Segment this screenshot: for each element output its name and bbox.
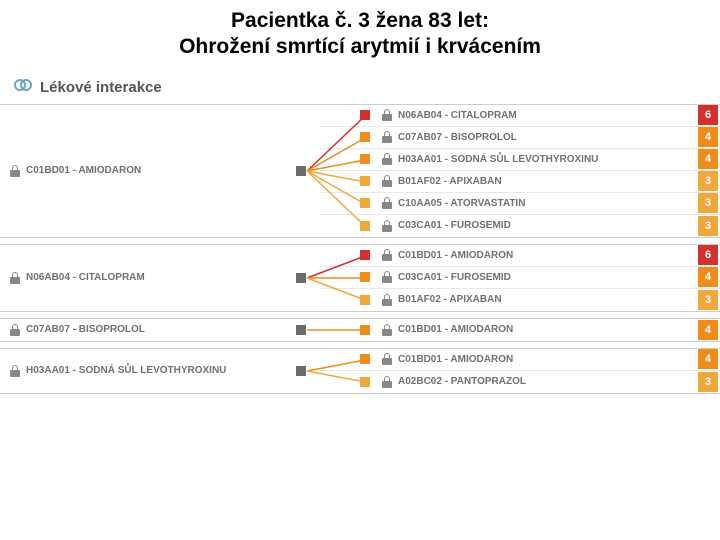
interaction-group: H03AA01 - SODNÁ SŮL LEVOTHYROXINU C01BD01… xyxy=(0,348,720,394)
lock-icon xyxy=(382,153,392,165)
connector-handle xyxy=(296,366,306,376)
target-drug-row[interactable]: C03CA01 - FUROSEMID4 xyxy=(320,267,720,289)
connector-handle xyxy=(296,166,306,176)
section-header: Lékové interakce xyxy=(0,73,720,104)
source-drug-label: H03AA01 - SODNÁ SŮL LEVOTHYROXINU xyxy=(26,365,226,376)
lock-icon xyxy=(382,353,392,365)
lock-icon xyxy=(382,249,392,261)
target-drug-row[interactable]: C01BD01 - AMIODARON6 xyxy=(320,245,720,267)
target-drug-label: C01BD01 - AMIODARON xyxy=(398,250,698,261)
severity-badge: 6 xyxy=(698,245,718,265)
title-line-1: Pacientka č. 3 žena 83 let: xyxy=(231,9,489,32)
connector-handle xyxy=(360,132,370,142)
connector-handle xyxy=(360,198,370,208)
lock-icon xyxy=(382,175,392,187)
target-drug-label: C10AA05 - ATORVASTATIN xyxy=(398,198,698,209)
connector-handle xyxy=(360,250,370,260)
interaction-group: N06AB04 - CITALOPRAM C01BD01 - AMIODARON6… xyxy=(0,244,720,312)
severity-badge: 4 xyxy=(698,127,718,147)
source-drug-cell[interactable]: N06AB04 - CITALOPRAM xyxy=(0,245,320,311)
page-title: Pacientka č. 3 žena 83 let: Ohrožení smr… xyxy=(0,0,720,73)
target-drug-label: C03CA01 - FUROSEMID xyxy=(398,220,698,231)
target-drug-label: B01AF02 - APIXABAN xyxy=(398,176,698,187)
connector-handle xyxy=(360,272,370,282)
target-drug-row[interactable]: C07AB07 - BISOPROLOL4 xyxy=(320,127,720,149)
target-drug-label: A02BC02 - PANTOPRAZOL xyxy=(398,376,698,387)
lock-icon xyxy=(382,197,392,209)
source-drug-label: C07AB07 - BISOPROLOL xyxy=(26,324,145,335)
target-drug-label: B01AF02 - APIXABAN xyxy=(398,294,698,305)
interaction-group: C07AB07 - BISOPROLOL C01BD01 - AMIODARON4 xyxy=(0,318,720,342)
target-drug-list: C01BD01 - AMIODARON6C03CA01 - FUROSEMID4… xyxy=(320,245,720,311)
target-drug-label: C03CA01 - FUROSEMID xyxy=(398,272,698,283)
source-drug-label: N06AB04 - CITALOPRAM xyxy=(26,272,145,283)
target-drug-label: H03AA01 - SODNÁ SŮL LEVOTHYROXINU xyxy=(398,154,698,165)
lock-icon xyxy=(10,324,20,336)
target-drug-row[interactable]: B01AF02 - APIXABAN3 xyxy=(320,171,720,193)
severity-badge: 3 xyxy=(698,216,718,236)
connector-handle xyxy=(360,354,370,364)
connector-handle xyxy=(360,176,370,186)
lock-icon xyxy=(10,165,20,177)
source-drug-cell[interactable]: H03AA01 - SODNÁ SŮL LEVOTHYROXINU xyxy=(0,349,320,393)
interaction-groups: C01BD01 - AMIODARONN06AB04 - CITALOPRAM6… xyxy=(0,104,720,394)
connector-handle xyxy=(296,273,306,283)
connector-handle xyxy=(360,221,370,231)
lock-icon xyxy=(382,294,392,306)
lock-icon xyxy=(10,272,20,284)
target-drug-label: N06AB04 - CITALOPRAM xyxy=(398,110,698,121)
target-drug-row[interactable]: C01BD01 - AMIODARON4 xyxy=(320,349,720,371)
connector-handle xyxy=(296,325,306,335)
section-label: Lékové interakce xyxy=(40,79,162,96)
target-drug-list: N06AB04 - CITALOPRAM6C07AB07 - BISOPROLO… xyxy=(320,105,720,237)
connector-handle xyxy=(360,154,370,164)
severity-badge: 4 xyxy=(698,320,718,340)
lock-icon xyxy=(382,109,392,121)
lock-icon xyxy=(382,324,392,336)
source-drug-cell[interactable]: C07AB07 - BISOPROLOL xyxy=(0,319,320,341)
connector-handle xyxy=(360,110,370,120)
severity-badge: 3 xyxy=(698,372,718,392)
source-drug-label: C01BD01 - AMIODARON xyxy=(26,165,141,176)
target-drug-row[interactable]: C01BD01 - AMIODARON4 xyxy=(320,319,720,341)
target-drug-label: C01BD01 - AMIODARON xyxy=(398,354,698,365)
lock-icon xyxy=(382,220,392,232)
severity-badge: 3 xyxy=(698,193,718,213)
connector-handle xyxy=(360,295,370,305)
lock-icon xyxy=(382,376,392,388)
target-drug-row[interactable]: C10AA05 - ATORVASTATIN3 xyxy=(320,193,720,215)
severity-badge: 4 xyxy=(698,267,718,287)
target-drug-row[interactable]: A02BC02 - PANTOPRAZOL3 xyxy=(320,371,720,393)
severity-badge: 3 xyxy=(698,171,718,191)
title-line-2: Ohrožení smrtící arytmií i krvácením xyxy=(179,35,541,58)
lock-icon xyxy=(10,365,20,377)
lock-icon xyxy=(382,271,392,283)
target-drug-row[interactable]: H03AA01 - SODNÁ SŮL LEVOTHYROXINU4 xyxy=(320,149,720,171)
severity-badge: 6 xyxy=(698,105,718,125)
connector-handle xyxy=(360,325,370,335)
target-drug-label: C01BD01 - AMIODARON xyxy=(398,324,698,335)
target-drug-row[interactable]: C03CA01 - FUROSEMID3 xyxy=(320,215,720,237)
target-drug-list: C01BD01 - AMIODARON4A02BC02 - PANTOPRAZO… xyxy=(320,349,720,393)
source-drug-cell[interactable]: C01BD01 - AMIODARON xyxy=(0,105,320,237)
interactions-icon xyxy=(14,77,32,98)
interaction-group: C01BD01 - AMIODARON N06AB04 - CITALOPRAM6… xyxy=(0,104,720,238)
severity-badge: 4 xyxy=(698,149,718,169)
target-drug-row[interactable]: B01AF02 - APIXABAN3 xyxy=(320,289,720,311)
target-drug-list: C01BD01 - AMIODARON4 xyxy=(320,319,720,341)
target-drug-label: C07AB07 - BISOPROLOL xyxy=(398,132,698,143)
severity-badge: 3 xyxy=(698,290,718,310)
target-drug-row[interactable]: N06AB04 - CITALOPRAM6 xyxy=(320,105,720,127)
connector-handle xyxy=(360,377,370,387)
lock-icon xyxy=(382,131,392,143)
severity-badge: 4 xyxy=(698,349,718,369)
